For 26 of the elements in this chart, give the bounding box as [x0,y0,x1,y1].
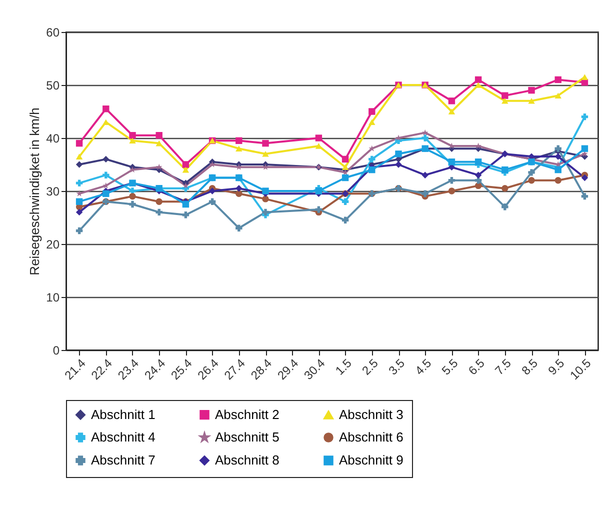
x-tick-label: 6.5 [466,356,488,378]
y-tick-label: 10 [46,290,60,304]
y-axis-title: Reisegeschwindigket in km/h [27,108,42,276]
y-tick-label: 50 [46,78,60,92]
x-tick-label: 2.5 [359,356,382,378]
legend-label: Abschnitt 2 [215,406,280,422]
legend-label: Abschnitt 3 [339,407,404,422]
x-tick-label: 4.5 [412,356,434,378]
x-tick-label: 8.5 [518,356,541,378]
x-tick-label: 5.5 [438,356,461,378]
y-tick-label: 20 [46,238,60,252]
legend-label: Abschnitt 4 [91,430,156,444]
x-tick-label: 9.5 [545,356,568,378]
legend-label: Abschnitt 7 [91,452,156,468]
legend-label: Abschnitt 9 [339,452,404,468]
legend-label: Abschnitt 6 [339,430,404,444]
legend-label: Abschnitt 5 [215,430,280,444]
y-tick-label: 30 [46,184,60,198]
legend-label: Abschnitt 1 [91,406,156,422]
y-tick-label: 40 [46,132,60,146]
x-tick-label: 3.5 [386,356,408,378]
x-tick-label: 7.5 [492,356,514,378]
x-tick-label: 1.5 [332,356,355,378]
y-tick-label: 0 [52,344,60,358]
y-tick-label: 60 [46,26,60,40]
legend-label: Abschnitt 8 [215,452,280,468]
